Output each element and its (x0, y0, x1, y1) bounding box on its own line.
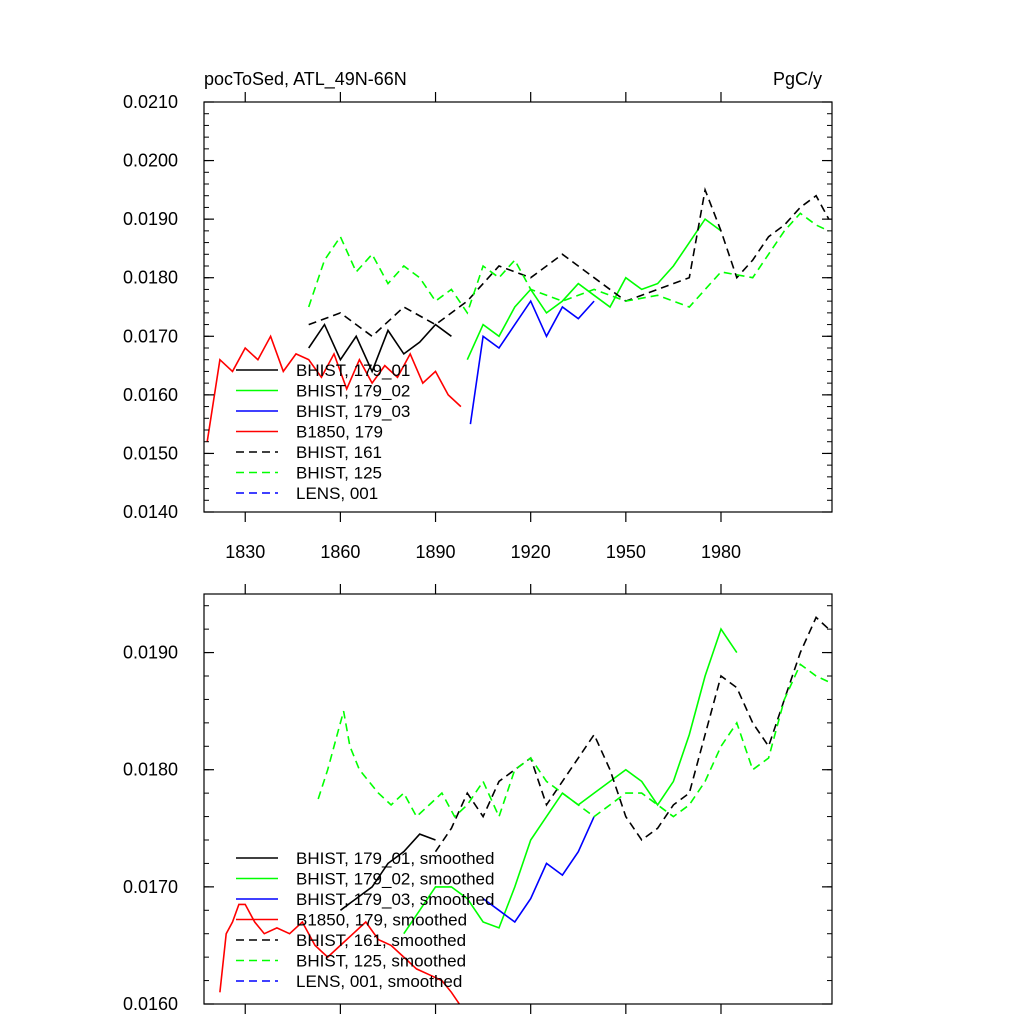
series-line-4 (206, 334, 462, 442)
legend-label: BHIST, 179_03 (296, 402, 410, 421)
legend-label: BHIST, 179_01 (296, 361, 410, 380)
y-tick-label: 0.0140 (123, 502, 178, 522)
legend-label: BHIST, 179_01, smoothed (296, 849, 494, 868)
plot-frame (203, 593, 833, 1005)
series-line-6 (317, 663, 830, 819)
y-tick-label: 0.0180 (123, 268, 178, 288)
y-tick-label: 0.0170 (123, 326, 178, 346)
series-line-1 (339, 833, 436, 911)
panel-2: 0.0160 0.0170 0.0180 0.0190 BHIST, 179_01, s… (123, 584, 833, 1014)
series-line-2 (403, 627, 738, 935)
legend-label: BHIST, 161, smoothed (296, 931, 466, 950)
legend-label: BHIST, 125 (296, 464, 382, 483)
legend-label: BHIST, 179_02, smoothed (296, 870, 494, 889)
legend-label: BHIST, 179_02 (296, 382, 410, 401)
legend-label: B1850, 179, smoothed (296, 911, 467, 930)
y-tick-label: 0.0190 (123, 643, 178, 663)
x-tick-label: 1860 (320, 542, 360, 562)
series-group (219, 616, 830, 1004)
y-tick-label: 0.0150 (123, 443, 178, 463)
series-line-5 (434, 616, 830, 853)
y-tick-label: 0.0160 (123, 994, 178, 1014)
legend-label: B1850, 179 (296, 423, 383, 442)
y-tick-label: 0.0170 (123, 877, 178, 897)
y-tick-label: 0.0160 (123, 385, 178, 405)
series-line-6 (307, 212, 830, 315)
legend-label: LENS, 001 (296, 484, 378, 503)
x-tick-label: 1830 (225, 542, 265, 562)
series-line-3 (469, 299, 595, 425)
y-tick-label: 0.0210 (123, 92, 178, 112)
legend-label: BHIST, 179_03, smoothed (296, 890, 494, 909)
series-line-2 (466, 217, 722, 361)
series-line-4 (219, 903, 461, 1004)
legend: BHIST, 179_01, smoothed BHIST, 179_02, sm… (236, 849, 494, 991)
legend-label: LENS, 001, smoothed (296, 972, 462, 991)
x-tick-label: 1980 (701, 542, 741, 562)
y-tick-label: 0.0190 (123, 209, 178, 229)
y-tick-label: 0.0180 (123, 760, 178, 780)
legend-label: BHIST, 125, smoothed (296, 952, 466, 971)
x-tick-label: 1920 (511, 542, 551, 562)
series-line-5 (308, 186, 830, 338)
legend-label: BHIST, 161 (296, 443, 382, 462)
x-tick-label: 1890 (416, 542, 456, 562)
series-line-1 (308, 322, 452, 374)
units-label: PgC/y (773, 69, 822, 89)
y-tick-label: 0.0200 (123, 151, 178, 171)
series-group (206, 186, 830, 442)
chart-title: pocToSed, ATL_49N-66N (204, 69, 407, 90)
panel-1: 0.0140 0.0150 0.0160 0.0170 0.0180 0.0190 0.02… (123, 92, 833, 562)
x-tick-label: 1950 (606, 542, 646, 562)
series-line-3 (482, 816, 595, 924)
plot-frame (203, 101, 833, 513)
